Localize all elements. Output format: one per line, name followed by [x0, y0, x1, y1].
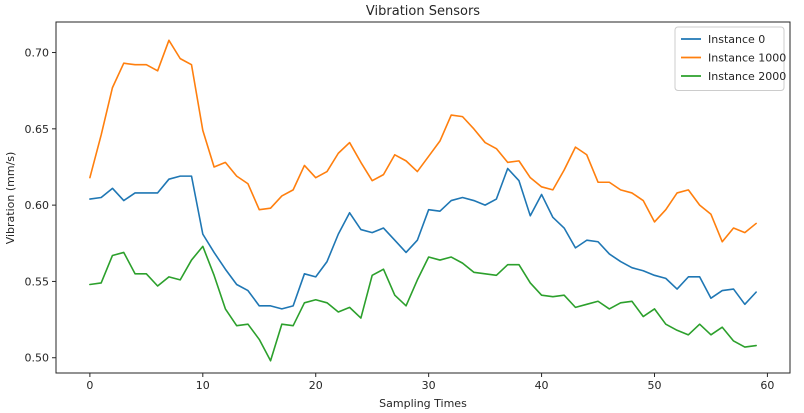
x-tick-label: 30: [422, 379, 436, 392]
series-line-2: [89, 245, 757, 362]
series-line-0: [89, 167, 757, 310]
legend-label-2: Instance 2000: [708, 70, 786, 83]
plot-area: [55, 21, 791, 374]
y-axis-label: Vibration (mm/s): [4, 152, 17, 245]
y-tick-label: 0.50: [25, 352, 50, 365]
x-axis: 0 10 20 30 40 50 60: [86, 373, 774, 392]
x-tick-label: 0: [86, 379, 93, 392]
chart-title: Vibration Sensors: [366, 4, 480, 19]
series-line-1: [89, 39, 757, 243]
x-tick-label: 60: [760, 379, 774, 392]
legend-label-0: Instance 0: [708, 33, 765, 46]
x-tick-label: 20: [309, 379, 323, 392]
y-tick-label: 0.60: [25, 199, 50, 212]
y-tick-label: 0.65: [25, 123, 50, 136]
legend-box: [674, 26, 785, 91]
x-tick-label: 10: [196, 379, 210, 392]
x-tick-label: 40: [535, 379, 549, 392]
x-axis-label: Sampling Times: [379, 397, 467, 410]
y-axis: 0.50 0.55 0.60 0.65 0.70: [25, 47, 56, 365]
legend-label-1: Instance 1000: [708, 52, 786, 65]
x-tick-label: 50: [647, 379, 661, 392]
y-tick-label: 0.70: [25, 47, 50, 60]
y-tick-label: 0.55: [25, 275, 50, 288]
legend: Instance 0 Instance 1000 Instance 2000: [674, 26, 786, 91]
series-layer: [89, 39, 757, 362]
